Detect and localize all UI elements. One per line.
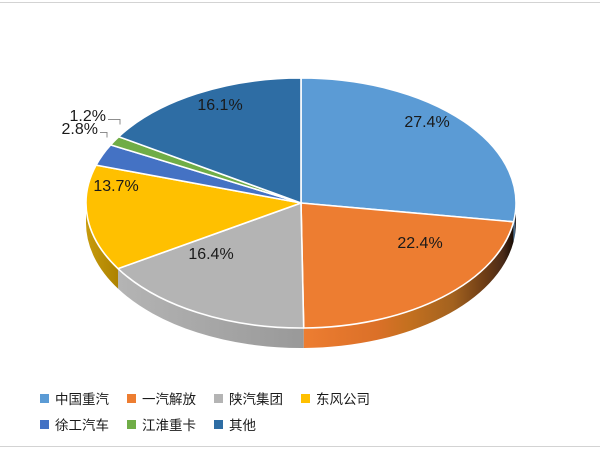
svg-text:27.4%: 27.4% (404, 114, 449, 131)
svg-text:16.1%: 16.1% (197, 97, 242, 114)
svg-text:13.7%: 13.7% (93, 178, 138, 195)
svg-text:22.4%: 22.4% (397, 235, 442, 252)
svg-text:2.8%: 2.8% (62, 121, 98, 138)
svg-text:16.4%: 16.4% (188, 246, 233, 263)
